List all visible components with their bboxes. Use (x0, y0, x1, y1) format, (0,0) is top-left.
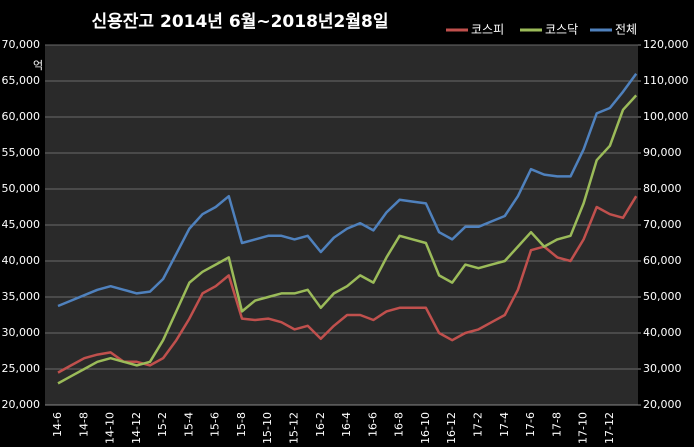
y2-tick-label: 20,000 (643, 398, 682, 411)
x-tick-label: 14-12 (130, 412, 143, 444)
x-tick-label: 16-12 (445, 412, 458, 444)
x-tick-label: 17-2 (471, 412, 484, 437)
legend-label: 전체 (615, 23, 637, 37)
y-tick-label: 30,000 (2, 326, 41, 339)
y-tick-label: 20,000 (2, 398, 41, 411)
x-tick-label: 17-6 (524, 412, 537, 437)
legend-label: 코스피 (471, 23, 504, 37)
y2-tick-label: 70,000 (643, 218, 682, 231)
x-tick-label: 15-10 (261, 412, 274, 444)
y2-tick-label: 120,000 (643, 38, 689, 51)
x-tick-label: 15-2 (156, 412, 169, 437)
y2-tick-label: 30,000 (643, 362, 682, 375)
legend-label: 코스닥 (545, 23, 578, 37)
y-tick-label: 60,000 (2, 110, 41, 123)
x-tick-label: 17-8 (550, 412, 563, 437)
x-tick-label: 16-10 (419, 412, 432, 444)
y-tick-label: 35,000 (2, 290, 41, 303)
y-tick-label: 55,000 (2, 146, 41, 159)
x-tick-label: 16-2 (314, 412, 327, 437)
y-tick-label: 65,000 (2, 74, 41, 87)
x-tick-label: 16-6 (366, 412, 379, 437)
y-tick-label: 70,000 (2, 38, 41, 51)
series-line (57, 94, 638, 385)
series-line (57, 73, 638, 308)
y2-tick-label: 50,000 (643, 290, 682, 303)
x-tick-label: 17-4 (498, 412, 511, 437)
y-tick-label: 45,000 (2, 218, 41, 231)
x-tick-label: 17-12 (603, 412, 616, 444)
x-tick-label: 16-8 (393, 412, 406, 437)
chart-title: 신용잔고 2014년 6월~2018년2월8일 (92, 12, 389, 32)
x-tick-label: 15-4 (182, 412, 195, 437)
y2-tick-label: 90,000 (643, 146, 682, 159)
y-axis-label: 억 (33, 59, 43, 72)
x-tick-label: 14-10 (104, 412, 117, 444)
y-tick-label: 40,000 (2, 254, 41, 267)
x-tick-label: 14-6 (51, 412, 64, 437)
x-tick-label: 16-4 (340, 412, 353, 437)
y-tick-label: 50,000 (2, 182, 41, 195)
x-tick-label: 15-12 (288, 412, 301, 444)
y2-tick-label: 100,000 (643, 110, 689, 123)
x-tick-label: 14-8 (77, 412, 90, 437)
y2-tick-label: 110,000 (643, 74, 689, 87)
y2-tick-label: 40,000 (643, 326, 682, 339)
y2-tick-label: 60,000 (643, 254, 682, 267)
x-tick-label: 17-10 (577, 412, 590, 444)
series-line (57, 195, 638, 374)
y-tick-label: 25,000 (2, 362, 41, 375)
x-tick-label: 15-6 (209, 412, 222, 437)
x-tick-label: 15-8 (235, 412, 248, 437)
y2-tick-label: 80,000 (643, 182, 682, 195)
